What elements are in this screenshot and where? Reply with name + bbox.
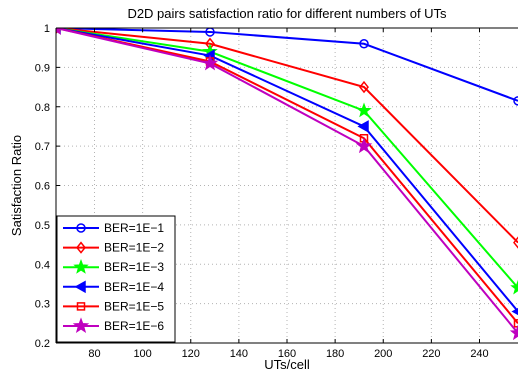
x-tick-label: 220 [422, 348, 440, 360]
series-2 [56, 28, 518, 249]
legend-item: BER=1E−5 [63, 299, 164, 313]
data-point [205, 28, 215, 37]
legend-item: BER=1E−3 [63, 259, 164, 274]
legend-item: BER=1E−2 [63, 241, 164, 255]
data-point [56, 28, 62, 35]
y-tick-label: 0.8 [35, 102, 50, 114]
legend-label: BER=1E−6 [104, 319, 164, 333]
data-point [355, 137, 373, 154]
y-axis-label: Satisfaction Ratio [9, 135, 24, 236]
x-tick-label: 240 [470, 348, 488, 360]
legend-marker [73, 259, 89, 274]
legend-item: BER=1E−1 [63, 221, 164, 235]
series-layer [56, 28, 518, 341]
series-line [56, 28, 518, 313]
data-point [359, 39, 369, 49]
y-tick-label: 1 [44, 23, 50, 35]
y-tick-label: 0.2 [35, 338, 50, 350]
data-point [513, 319, 518, 328]
axis-ticks: 80 100 120 140 160 180 200 220 240 0.2 0.3 0.4 0.5 0.… [35, 23, 489, 360]
chart-title: D2D pairs satisfaction ratio for differe… [127, 6, 447, 21]
legend-label: BER=1E−1 [104, 221, 164, 235]
x-tick-label: 200 [374, 348, 392, 360]
y-tick-label: 0.3 [35, 299, 50, 311]
series-line [56, 28, 518, 289]
legend-item: BER=1E−4 [63, 280, 164, 294]
data-point [509, 324, 518, 341]
legend-marker [72, 317, 90, 333]
x-axis-label: UTs/cell [264, 357, 310, 372]
x-tick-label: 160 [278, 348, 296, 360]
series-1 [56, 28, 518, 106]
legend-item: BER=1E−6 [63, 317, 164, 333]
x-tick-label: 80 [88, 348, 100, 360]
legend-label: BER=1E−4 [104, 280, 164, 294]
data-point [357, 120, 369, 133]
legend-label: BER=1E−3 [104, 260, 164, 274]
legend-marker [76, 241, 86, 254]
legend-label: BER=1E−5 [104, 299, 164, 313]
x-tick-label: 140 [230, 348, 248, 360]
data-point [359, 80, 369, 94]
legend: BER=1E−1 BER=1E−2 BER=1E−3 BER=1E−4 BER=1E−5… [56, 215, 176, 343]
y-tick-label: 0.4 [35, 259, 50, 271]
x-tick-label: 120 [182, 348, 200, 360]
data-point [513, 236, 518, 249]
series-line [56, 28, 518, 102]
data-point [201, 54, 219, 71]
legend-marker [76, 223, 86, 233]
legend-marker [74, 280, 86, 294]
data-point [356, 102, 372, 118]
y-tick-label: 0.9 [35, 62, 50, 74]
series-6 [56, 28, 518, 341]
y-tick-label: 0.5 [35, 220, 50, 232]
legend-label: BER=1E−2 [104, 241, 164, 255]
x-tick-label: 100 [133, 348, 151, 360]
data-point [513, 96, 518, 106]
series-line [56, 28, 518, 244]
data-point [510, 279, 518, 295]
series-line [56, 28, 518, 334]
legend-box [56, 215, 176, 343]
legend-marker [76, 302, 86, 311]
y-tick-label: 0.6 [35, 181, 50, 193]
y-tick-label: 0.7 [35, 141, 50, 153]
x-tick-label: 180 [326, 348, 344, 360]
